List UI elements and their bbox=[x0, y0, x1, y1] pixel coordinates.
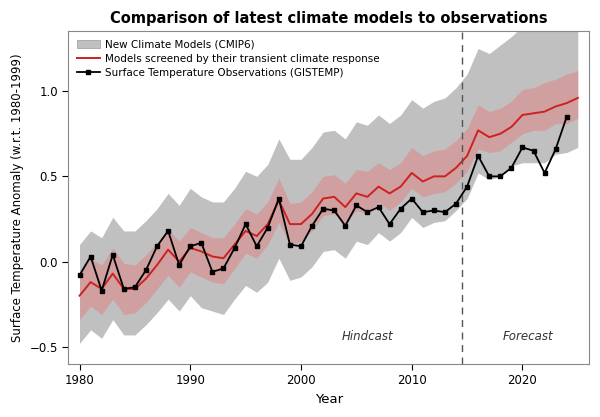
X-axis label: Year: Year bbox=[314, 393, 343, 406]
Y-axis label: Surface Temperature Anomaly (w.r.t. 1980-1999): Surface Temperature Anomaly (w.r.t. 1980… bbox=[11, 53, 24, 342]
Legend: New Climate Models (CMIP6), Models screened by their transient climate response,: New Climate Models (CMIP6), Models scree… bbox=[74, 37, 383, 81]
Text: Forecast: Forecast bbox=[503, 330, 553, 344]
Title: Comparison of latest climate models to observations: Comparison of latest climate models to o… bbox=[110, 11, 547, 26]
Text: Hindcast: Hindcast bbox=[341, 330, 393, 344]
